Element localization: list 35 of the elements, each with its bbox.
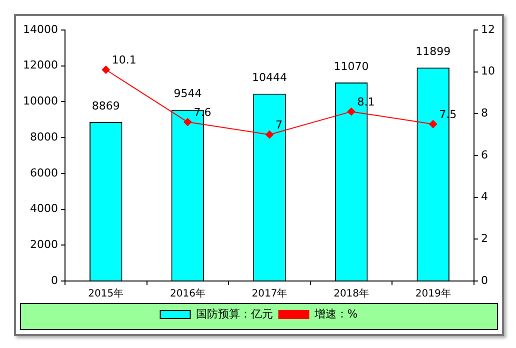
y2-tick-label: 8 — [481, 106, 488, 120]
y-tick-label: 6000 — [30, 166, 58, 180]
y-tick-label: 10000 — [22, 94, 58, 108]
data-label: 7 — [276, 118, 282, 132]
legend-label: 增速：% — [313, 307, 358, 320]
data-label: 11070 — [334, 60, 369, 73]
point — [429, 120, 438, 128]
data-label: 7.6 — [194, 106, 212, 119]
x-tick-label: 2015年 — [88, 288, 124, 300]
y-tick-label: 4000 — [30, 202, 58, 216]
y-tick-label: 14000 — [22, 22, 58, 36]
y2-tick-label: 10 — [481, 64, 496, 78]
y-tick-label: 8000 — [30, 130, 58, 144]
y-tick-label: 2000 — [30, 238, 58, 251]
point — [347, 108, 356, 116]
y2-tick-label: 6 — [481, 148, 488, 162]
point — [102, 66, 110, 74]
data-label: 8869 — [92, 99, 120, 112]
legend-label: 国防预算：亿元 — [196, 307, 273, 320]
y-tick-label: 12000 — [22, 58, 58, 72]
point — [184, 118, 192, 126]
data-label: 9544 — [174, 87, 202, 100]
y2-tick-label: 2 — [481, 232, 488, 246]
data-label: 10.1 — [112, 54, 136, 67]
x-tick-label: 2017年 — [252, 288, 288, 300]
x-tick-label: 2016年 — [170, 288, 206, 300]
y2-tick-label: 0 — [481, 274, 488, 287]
y-tick-label: 0 — [50, 274, 58, 287]
y2-tick-label: 12 — [481, 22, 496, 36]
data-label: 10444 — [252, 71, 287, 84]
y2-tick-label: 4 — [481, 190, 488, 204]
x-tick-label: 2019年 — [415, 288, 451, 300]
x-tick-label: 2018年 — [334, 288, 370, 300]
data-label: 11899 — [416, 45, 451, 58]
point — [266, 130, 274, 139]
